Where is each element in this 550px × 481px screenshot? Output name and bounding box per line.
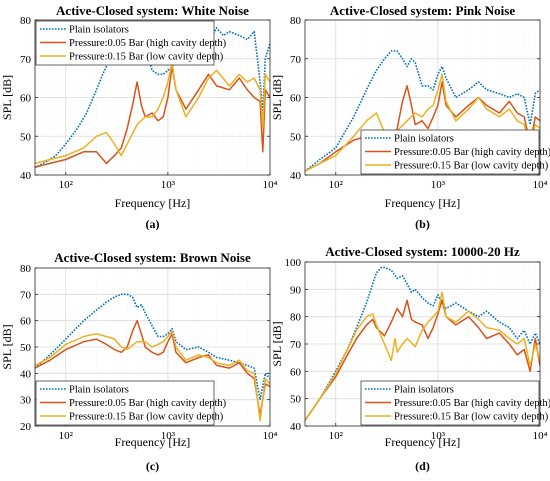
y-tick-label: 70 — [20, 289, 32, 301]
y-tick-label: 40 — [290, 421, 302, 433]
chart-title: Active-Closed system: White Noise — [56, 3, 249, 18]
series-line-1 — [35, 293, 270, 401]
legend-entry: Pressure:0.05 Bar (high cavity depth) — [394, 147, 550, 158]
series-line-3 — [35, 61, 270, 165]
chart-panel-1: 40 50 60 70 80 10² 10³ 10⁴ Active-Closed system:… — [0, 3, 278, 231]
y-tick-label: 70 — [290, 339, 302, 351]
y-tick-label: 50 — [20, 131, 32, 143]
series-line-3 — [35, 330, 270, 422]
y-tick-label: 80 — [290, 15, 302, 27]
y-axis-label: SPL [dB] — [0, 324, 14, 369]
x-tick-label: 10³ — [431, 430, 446, 442]
y-tick-label: 50 — [290, 131, 302, 143]
legend-entry: Pressure:0.15 Bar (low cavity depth) — [69, 52, 224, 63]
legend-entry: Pressure:0.05 Bar (high cavity depth) — [394, 398, 550, 409]
series-line-2 — [305, 299, 540, 421]
series-line-2 — [35, 65, 270, 169]
series-group — [35, 26, 270, 169]
series-line-1 — [35, 26, 270, 169]
series-line-2 — [35, 319, 270, 417]
x-axis-label: Frequency [Hz] — [385, 196, 461, 210]
legend-entry: Pressure:0.15 Bar (low cavity depth) — [394, 161, 549, 172]
y-tick-label: 30 — [20, 395, 32, 407]
chart-title: Active-Closed system: Brown Noise — [54, 250, 251, 265]
legend: Plain isolators Pressure:0.05 Bar (high c… — [360, 129, 550, 175]
legend: Plain isolators Pressure:0.05 Bar (high c… — [360, 380, 550, 426]
y-tick-label: 80 — [20, 15, 32, 27]
x-axis-label: Frequency [Hz] — [385, 435, 461, 449]
x-tick-label: 10³ — [431, 179, 446, 191]
legend-entry: Pressure:0.05 Bar (high cavity depth) — [69, 398, 227, 409]
y-tick-label: 60 — [20, 93, 32, 105]
x-tick-label: 10² — [329, 179, 344, 191]
y-tick-label: 80 — [290, 312, 302, 324]
y-tick-label: 50 — [290, 394, 302, 406]
x-tick-label: 10⁴ — [263, 179, 278, 191]
y-tick-label: 20 — [20, 421, 32, 433]
y-tick-label: 90 — [290, 284, 302, 296]
chart-panel-3: 20 30 40 50 60 70 80 10² 10³ 10⁴ Active-Closed sys… — [0, 250, 278, 473]
y-tick-label: 40 — [290, 170, 302, 182]
panel-label: (b) — [415, 217, 430, 231]
legend-entry: Plain isolators — [394, 134, 454, 145]
legend: Plain isolators Pressure:0.05 Bar (high c… — [35, 20, 227, 66]
chart-panel-2: 40 50 60 70 80 10² 10³ 10⁴ Active-Closed system:… — [270, 3, 550, 231]
legend-entry: Pressure:0.15 Bar (low cavity depth) — [394, 412, 549, 423]
chart-title: Active-Closed system: 10000-20 Hz — [325, 244, 520, 259]
y-tick-label: 60 — [20, 316, 32, 328]
y-tick-label: 40 — [20, 368, 32, 380]
legend-entry: Pressure:0.05 Bar (high cavity depth) — [69, 38, 227, 49]
y-tick-label: 60 — [290, 93, 302, 105]
x-axis-label: Frequency [Hz] — [115, 435, 191, 449]
series-line-1 — [305, 50, 540, 172]
legend-entry: Pressure:0.15 Bar (low cavity depth) — [69, 412, 224, 423]
series-group — [305, 266, 540, 421]
y-axis-label: SPL [dB] — [270, 321, 284, 366]
x-tick-label: 10² — [59, 179, 74, 191]
series-line-1 — [305, 266, 540, 421]
y-tick-label: 60 — [290, 366, 302, 378]
y-tick-label: 70 — [20, 54, 32, 66]
legend-entry: Plain isolators — [394, 385, 454, 396]
x-axis-label: Frequency [Hz] — [115, 196, 191, 210]
series-line-3 — [305, 291, 540, 421]
legend-entry: Plain isolators — [69, 25, 129, 36]
y-tick-label: 70 — [290, 54, 302, 66]
series-line-3 — [305, 73, 540, 172]
y-axis-label: SPL [dB] — [270, 75, 284, 120]
y-tick-label: 80 — [20, 263, 32, 275]
legend: Plain isolators Pressure:0.05 Bar (high c… — [35, 380, 227, 426]
panel-label: (a) — [146, 217, 160, 231]
panel-label: (d) — [415, 459, 430, 473]
x-tick-label: 10³ — [161, 430, 176, 442]
chart-panel-4: 40 50 60 70 80 90 100 10² 10³ 10⁴ Active-Closed sy… — [270, 244, 550, 473]
x-tick-label: 10⁴ — [263, 430, 278, 442]
y-tick-label: 100 — [285, 257, 302, 269]
x-tick-label: 10⁴ — [533, 179, 548, 191]
chart-title: Active-Closed system: Pink Noise — [330, 3, 515, 18]
x-tick-label: 10³ — [161, 179, 176, 191]
y-axis-label: SPL [dB] — [0, 75, 14, 120]
y-tick-label: 50 — [20, 342, 32, 354]
legend-entry: Plain isolators — [69, 385, 129, 396]
y-tick-label: 40 — [20, 170, 32, 182]
panel-label: (c) — [146, 459, 159, 473]
series-group — [35, 293, 270, 422]
x-tick-label: 10² — [59, 430, 74, 442]
x-tick-label: 10⁴ — [533, 430, 548, 442]
x-tick-label: 10² — [329, 430, 344, 442]
